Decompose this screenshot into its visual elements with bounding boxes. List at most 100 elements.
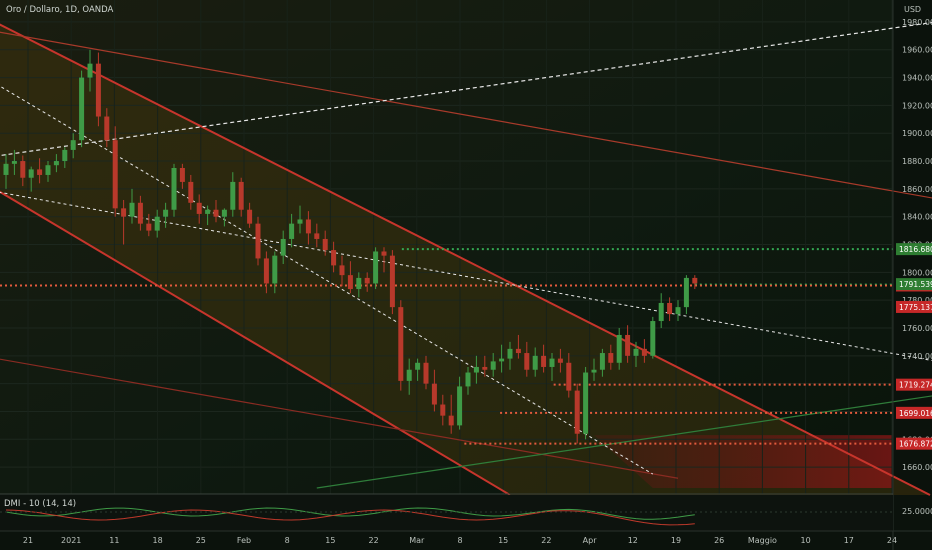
candle-body: [532, 355, 538, 370]
indicator-value-label: 25.0000: [902, 507, 932, 516]
trend-line-upper-channel: [0, 23, 931, 496]
date-tick-label: 2021: [61, 536, 81, 545]
date-tick-label: 21: [23, 536, 33, 545]
date-tick-label: 24: [887, 536, 897, 545]
trend-line-white-down-dashed-2: [0, 191, 932, 362]
date-tick-label: Apr: [583, 536, 598, 545]
trend-line-long-resistance: [0, 31, 932, 199]
candle-body: [230, 181, 236, 210]
candle-body: [431, 383, 437, 405]
candle-body: [440, 404, 446, 416]
candle-body: [599, 353, 605, 370]
candle-body: [482, 366, 488, 370]
candle-body: [583, 372, 589, 434]
date-tick-label: 19: [671, 536, 681, 545]
date-tick-label: 12: [628, 536, 638, 545]
price-tick-label: 1860.00: [902, 185, 932, 194]
candle-body: [415, 362, 421, 370]
candle-body: [163, 209, 169, 217]
candle-body: [79, 77, 85, 141]
candle-body: [692, 277, 698, 284]
candle-body: [28, 169, 34, 178]
candle-body: [608, 353, 614, 363]
trend-line-lower-channel: [0, 190, 511, 496]
price-tick-label: 1920.00: [902, 101, 932, 110]
candle-body: [112, 140, 118, 209]
trend-line-green-support: [316, 395, 932, 489]
price-tick-label: 1780.00: [902, 296, 932, 305]
candle-body: [11, 161, 17, 164]
date-tick-label: 15: [325, 536, 335, 545]
date-tick-label: Mar: [409, 536, 425, 545]
level-tag-bg: [896, 406, 932, 419]
candle-body: [305, 219, 311, 234]
level-tag-bg: [896, 243, 932, 256]
candle-body: [499, 358, 505, 362]
candle-body: [373, 251, 379, 284]
currency-label: USD: [904, 5, 921, 14]
candle-body: [591, 369, 597, 373]
date-tick-label: 17: [844, 536, 854, 545]
candle-body: [683, 277, 689, 308]
horizontal-levels: [0, 248, 893, 445]
candle-body: [356, 277, 362, 290]
candle-body: [247, 209, 253, 224]
candle-body: [557, 358, 563, 363]
candle-body: [188, 181, 194, 203]
candle-body: [398, 307, 404, 381]
dmi-minus-line: [5, 509, 695, 526]
last-price-tag: 1791.539: [899, 280, 932, 289]
candle-body: [87, 63, 93, 78]
date-tick-label: 11: [109, 536, 119, 545]
candle-body: [272, 255, 278, 284]
date-tick-label: Feb: [237, 536, 251, 545]
candle-body: [238, 181, 244, 210]
candle-body: [221, 209, 227, 217]
grid: [0, 0, 893, 494]
candle-body: [549, 358, 555, 367]
candle-body: [322, 238, 328, 251]
candle-body: [406, 369, 412, 381]
candle-body: [473, 366, 479, 373]
candle-body: [196, 202, 202, 214]
price-tick-label: 1660.00: [902, 463, 932, 472]
candle-body: [448, 415, 454, 426]
candle-body: [423, 362, 429, 384]
date-tick-label: 8: [457, 536, 462, 545]
symbol-title: Oro / Dollaro, 1D, OANDA: [6, 5, 114, 15]
candle-body: [541, 355, 547, 367]
price-tick-label: 1800.00: [902, 268, 932, 277]
dmi-lines: [0, 507, 893, 526]
level-tag: 1816.680: [899, 245, 932, 254]
candle-body: [289, 223, 295, 239]
candle-body: [255, 223, 261, 259]
level-tag-bg: [896, 300, 932, 313]
candle-body: [171, 168, 177, 210]
candle-body: [364, 277, 370, 284]
candle-body: [347, 275, 353, 290]
price-tick-label: 1740.00: [902, 352, 932, 361]
candle-body: [339, 265, 345, 276]
trend-line-white-down-dashed-1: [0, 85, 654, 475]
red-zone: [594, 435, 893, 488]
candle-body: [457, 386, 463, 426]
candle-body: [129, 202, 135, 217]
time-axis[interactable]: 21 2021 11 18 25 Feb 8 15 22 Mar 8 15 22 Apr 12 19 26 Mag…: [23, 536, 897, 545]
dmi-plus-line: [5, 507, 695, 520]
indicator-label: DMI - 10 (14, 14): [4, 499, 76, 509]
price-tick-label: 1940.00: [902, 74, 932, 83]
candle-body: [507, 348, 513, 359]
candle-body: [658, 302, 664, 322]
candle-body: [515, 348, 521, 354]
candle-body: [263, 258, 269, 284]
candle-body: [465, 372, 471, 387]
candle-body: [650, 321, 656, 356]
price-tags: 1816.6801790.5621775.1371719.2741699.016…: [896, 243, 932, 450]
candle-body: [62, 149, 68, 162]
price-tick-label: 1840.00: [902, 213, 932, 222]
price-tick-label: 1900.00: [902, 129, 932, 138]
trend-line-white-up-dashed: [0, 21, 932, 157]
candle-body: [45, 165, 51, 175]
